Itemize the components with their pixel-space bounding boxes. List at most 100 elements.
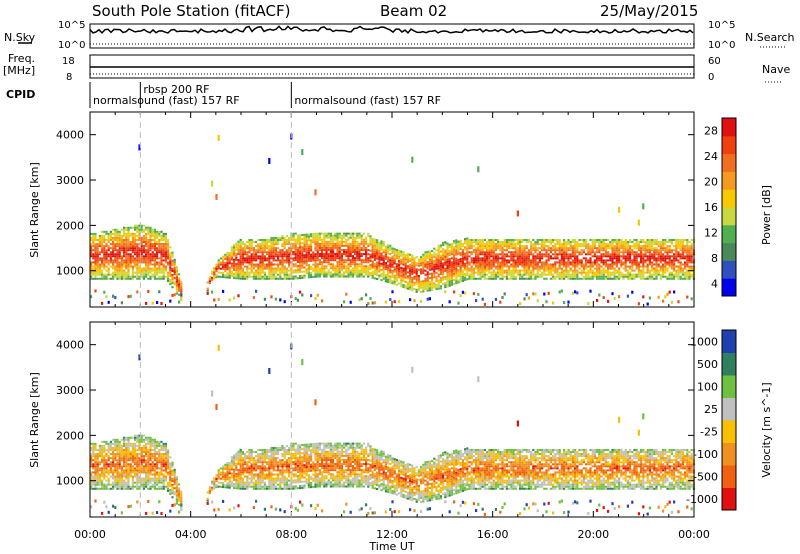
echo-cell [354,261,357,264]
echo-cell [406,267,409,270]
echo-cell [448,274,451,277]
echo-cell [239,267,242,270]
echo-cell [123,263,126,266]
echo-cell [94,469,97,472]
echo-cell [631,253,634,256]
echo-cell [534,257,537,260]
echo-cell [673,273,676,276]
echo-cell [211,278,214,281]
echo-cell [521,273,524,276]
echo-cell [613,271,616,274]
echo-cell [666,263,669,266]
echo-cell [222,271,225,274]
echo-cell [686,263,689,266]
echo-cell [450,257,453,260]
echo-cell [237,263,240,266]
echo-cell [138,269,141,272]
echo-cell [400,277,403,280]
echo-cell [686,255,689,258]
echo-cell [510,277,513,280]
echo-cell [637,247,640,250]
echo-cell [431,282,434,285]
echo-cell [523,277,526,280]
echo-cell [536,249,539,252]
echo-cell [686,269,689,272]
echo-cell [175,284,178,287]
echo-cell [299,260,302,263]
echo-cell [453,248,456,251]
echo-cell [457,263,460,266]
echo-cell [420,268,423,271]
echo-cell [134,226,137,229]
echo-cell [613,269,616,272]
echo-cell [325,232,328,235]
echo-cell [292,247,295,250]
echo-cell [681,249,684,252]
echo-cell [580,238,583,242]
echo-cell [145,255,148,258]
echo-cell [123,238,126,242]
echo-cell [120,481,123,484]
echo-cell [123,228,126,231]
echo-cell [206,289,209,292]
echo-cell [631,249,634,252]
echo-cell [596,269,599,272]
echo-cell [677,261,680,264]
echo-cell [615,245,618,248]
ground-cell [367,301,370,305]
echo-cell [237,248,240,251]
echo-cell [151,253,154,256]
echo-cell [453,242,456,245]
echo-cell [545,251,548,254]
echo-cell [593,253,596,256]
echo-cell [118,465,121,468]
echo-cell [657,273,660,276]
echo-cell [129,277,132,280]
echo-cell [589,247,592,250]
echo-cell [554,245,557,248]
echo-cell [382,240,385,244]
echo-cell [479,245,482,248]
echo-cell [112,238,115,242]
echo-cell [453,246,456,249]
echo-cell [662,241,665,244]
echo-cell [171,251,174,254]
echo-cell [307,272,310,275]
echo-cell [607,247,610,250]
echo-cell [523,265,526,268]
echo-cell [514,263,517,266]
echo-cell [640,251,643,254]
echo-cell [299,254,302,257]
echo-cell [446,283,449,286]
echo-cell [574,277,577,280]
echo-cell [532,257,535,260]
echo-cell [565,245,568,248]
echo-cell [92,255,95,258]
echo-cell [107,471,110,474]
echo-cell [215,274,218,277]
echo-cell [136,234,139,237]
echo-cell [270,269,273,272]
echo-cell [611,271,614,274]
echo-cell [129,253,132,256]
echo-cell [305,237,308,240]
echo-cell [145,267,148,270]
echo-cell [589,253,592,256]
echo-cell [98,444,101,447]
echo-cell [160,261,163,264]
echo-cell [578,251,581,254]
echo-cell [116,469,119,472]
echo-cell [422,270,425,273]
echo-cell [103,467,106,470]
echo-cell [426,283,429,286]
echo-cell [140,247,143,250]
echo-cell [653,251,656,254]
echo-cell [624,267,627,270]
echo-cell [360,242,363,245]
echo-cell [294,242,297,245]
echo-cell [105,259,108,262]
echo-cell [147,265,150,268]
echo-cell [92,249,95,252]
echo-cell [457,240,460,243]
echo-cell [558,247,561,250]
